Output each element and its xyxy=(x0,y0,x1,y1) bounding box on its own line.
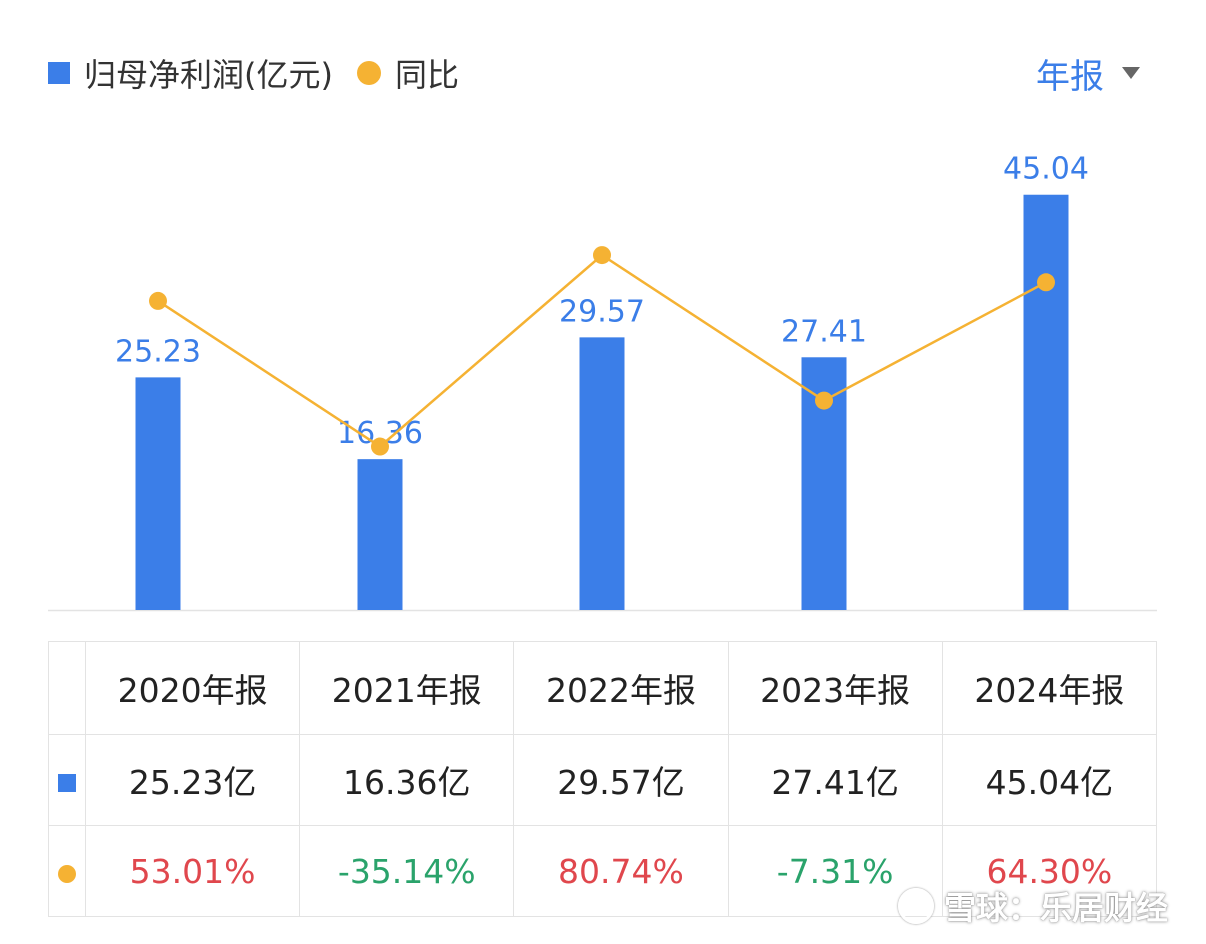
table-cell-yoy: 53.01% xyxy=(84,825,301,917)
table-cell-profit: 29.57亿 xyxy=(513,734,729,826)
table-corner-cell xyxy=(48,641,86,735)
table-cell-yoy: -35.14% xyxy=(299,825,515,917)
watermark: 雪球：乐居财经 xyxy=(897,883,1168,929)
table-cell-yoy: 64.30% xyxy=(941,825,1158,917)
line-series-swatch xyxy=(356,61,381,85)
legend-profit-label: 归母净利润(亿元) xyxy=(84,56,333,94)
data-table: 2020年报 2021年报 2022年报 2023年报 2024年报 25.23… xyxy=(48,641,1158,917)
table-header-cell: 2021年报 xyxy=(299,641,515,735)
chart-legend: 归母净利润(亿元) 同比 xyxy=(48,50,483,96)
table-cell-yoy: 80.74% xyxy=(513,825,729,917)
bar-value-label: 29.57 xyxy=(559,294,645,329)
table-cell-profit: 45.04亿 xyxy=(941,734,1158,826)
legend-item-yoy[interactable]: 同比 xyxy=(356,50,459,96)
table-row-marker xyxy=(48,734,86,826)
chevron-down-icon xyxy=(1122,67,1140,79)
bar-1 xyxy=(357,459,403,610)
table-row-profit: 25.23亿 16.36亿 29.57亿 27.41亿 45.04亿 xyxy=(48,734,1158,826)
bar-2 xyxy=(579,337,625,610)
yoy-point-0 xyxy=(149,291,167,310)
bar-series-swatch xyxy=(48,62,70,84)
watermark-text: 雪球：乐居财经 xyxy=(943,889,1168,927)
table-cell-profit: 27.41亿 xyxy=(727,734,943,826)
table-header-cell: 2023年报 xyxy=(727,641,943,735)
table-row-marker xyxy=(48,825,86,917)
bar-4 xyxy=(1023,194,1069,610)
bar-value-label: 25.23 xyxy=(115,334,201,369)
yoy-point-3 xyxy=(815,391,833,410)
xueqiu-logo-icon xyxy=(897,888,934,924)
period-dropdown-label: 年报 xyxy=(1036,56,1104,97)
table-header-cell: 2024年报 xyxy=(941,641,1158,735)
table-row-yoy: 53.01% -35.14% 80.74% -7.31% 64.30% xyxy=(48,825,1158,917)
table-header-cell: 2020年报 xyxy=(84,641,301,735)
table-cell-profit: 25.23亿 xyxy=(84,734,301,826)
bar-0 xyxy=(135,377,181,610)
legend-item-profit[interactable]: 归母净利润(亿元) xyxy=(48,50,333,96)
table-header-row: 2020年报 2021年报 2022年报 2023年报 2024年报 xyxy=(48,641,1158,735)
period-dropdown[interactable]: 年报 xyxy=(1036,50,1140,97)
yoy-point-1 xyxy=(371,437,389,456)
yoy-point-4 xyxy=(1037,273,1055,292)
legend-yoy-label: 同比 xyxy=(394,56,459,94)
table-cell-profit: 16.36亿 xyxy=(299,734,515,826)
yoy-point-2 xyxy=(593,246,611,265)
bar-value-label: 27.41 xyxy=(781,314,867,349)
table-header-cell: 2022年报 xyxy=(513,641,729,735)
line-series-swatch xyxy=(58,864,76,883)
bar-value-label: 45.04 xyxy=(1003,152,1089,187)
bar-series-swatch xyxy=(58,773,76,792)
